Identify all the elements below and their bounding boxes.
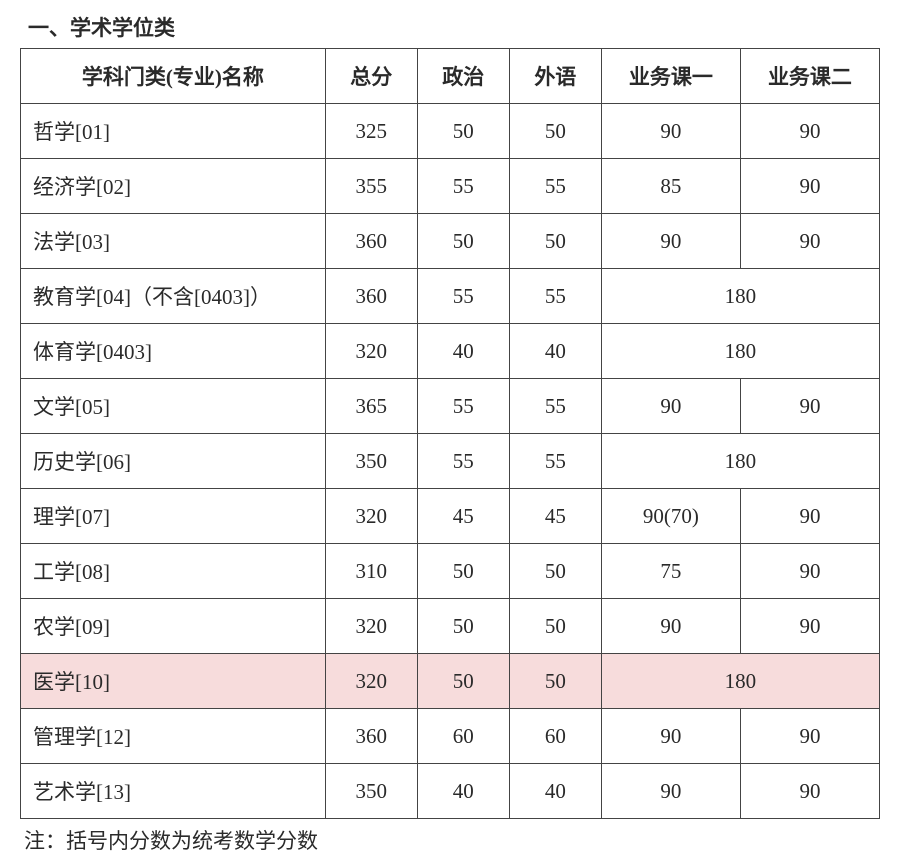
cell-politics: 55	[417, 269, 509, 324]
table-row: 哲学[01]32550509090	[21, 104, 880, 159]
col-header-subj1: 业务课一	[601, 49, 740, 104]
table-body: 哲学[01]32550509090经济学[02]35555558590法学[03…	[21, 104, 880, 819]
cell-total: 350	[325, 764, 417, 819]
table-row: 经济学[02]35555558590	[21, 159, 880, 214]
cell-politics: 55	[417, 434, 509, 489]
cell-total: 350	[325, 434, 417, 489]
cell-name: 医学[10]	[21, 654, 326, 709]
cell-foreign: 50	[509, 599, 601, 654]
table-row: 教育学[04]（不含[0403]）3605555180	[21, 269, 880, 324]
cell-subject1: 90	[601, 599, 740, 654]
table-row: 历史学[06]3505555180	[21, 434, 880, 489]
table-row: 管理学[12]36060609090	[21, 709, 880, 764]
table-header-row: 学科门类(专业)名称 总分 政治 外语 业务课一 业务课二	[21, 49, 880, 104]
cell-foreign: 50	[509, 654, 601, 709]
cell-subject1: 90	[601, 214, 740, 269]
col-header-politics: 政治	[417, 49, 509, 104]
cell-name: 艺术学[13]	[21, 764, 326, 819]
cell-politics: 50	[417, 214, 509, 269]
cell-subject1: 90	[601, 764, 740, 819]
cell-name: 教育学[04]（不含[0403]）	[21, 269, 326, 324]
cell-total: 310	[325, 544, 417, 599]
cell-total: 320	[325, 489, 417, 544]
footnote: 注：括号内分数为统考数学分数	[20, 825, 880, 855]
cell-foreign: 45	[509, 489, 601, 544]
cell-subject2: 90	[740, 764, 879, 819]
cell-foreign: 55	[509, 159, 601, 214]
cell-subject-merged: 180	[601, 434, 879, 489]
cell-name: 农学[09]	[21, 599, 326, 654]
cell-name: 法学[03]	[21, 214, 326, 269]
cell-total: 325	[325, 104, 417, 159]
cell-subject2: 90	[740, 104, 879, 159]
table-row: 理学[07]320454590(70)90	[21, 489, 880, 544]
table-row: 法学[03]36050509090	[21, 214, 880, 269]
score-table: 学科门类(专业)名称 总分 政治 外语 业务课一 业务课二 哲学[01]3255…	[20, 48, 880, 819]
cell-subject1: 90	[601, 709, 740, 764]
cell-politics: 40	[417, 324, 509, 379]
cell-subject-merged: 180	[601, 654, 879, 709]
cell-subject2: 90	[740, 544, 879, 599]
cell-name: 理学[07]	[21, 489, 326, 544]
cell-total: 360	[325, 214, 417, 269]
cell-politics: 40	[417, 764, 509, 819]
cell-subject-merged: 180	[601, 324, 879, 379]
cell-subject2: 90	[740, 489, 879, 544]
cell-foreign: 55	[509, 379, 601, 434]
cell-politics: 50	[417, 104, 509, 159]
cell-name: 管理学[12]	[21, 709, 326, 764]
cell-foreign: 55	[509, 269, 601, 324]
cell-total: 320	[325, 324, 417, 379]
cell-subject2: 90	[740, 599, 879, 654]
cell-name: 工学[08]	[21, 544, 326, 599]
table-row: 艺术学[13]35040409090	[21, 764, 880, 819]
cell-subject1: 75	[601, 544, 740, 599]
cell-politics: 45	[417, 489, 509, 544]
cell-total: 320	[325, 654, 417, 709]
cell-foreign: 40	[509, 324, 601, 379]
col-header-total: 总分	[325, 49, 417, 104]
table-row: 体育学[0403]3204040180	[21, 324, 880, 379]
cell-total: 360	[325, 269, 417, 324]
cell-subject2: 90	[740, 214, 879, 269]
table-row: 文学[05]36555559090	[21, 379, 880, 434]
cell-subject1: 85	[601, 159, 740, 214]
section-title: 一、学术学位类	[20, 12, 880, 42]
cell-politics: 50	[417, 544, 509, 599]
cell-politics: 60	[417, 709, 509, 764]
cell-name: 历史学[06]	[21, 434, 326, 489]
cell-total: 360	[325, 709, 417, 764]
cell-total: 365	[325, 379, 417, 434]
col-header-name: 学科门类(专业)名称	[21, 49, 326, 104]
cell-subject2: 90	[740, 159, 879, 214]
cell-total: 355	[325, 159, 417, 214]
cell-subject1: 90	[601, 379, 740, 434]
table-row: 工学[08]31050507590	[21, 544, 880, 599]
table-row: 医学[10]3205050180	[21, 654, 880, 709]
cell-name: 体育学[0403]	[21, 324, 326, 379]
col-header-foreign: 外语	[509, 49, 601, 104]
cell-subject2: 90	[740, 379, 879, 434]
cell-politics: 50	[417, 654, 509, 709]
cell-politics: 50	[417, 599, 509, 654]
cell-foreign: 50	[509, 104, 601, 159]
cell-foreign: 50	[509, 544, 601, 599]
cell-name: 经济学[02]	[21, 159, 326, 214]
cell-subject1: 90(70)	[601, 489, 740, 544]
cell-foreign: 60	[509, 709, 601, 764]
cell-subject1: 90	[601, 104, 740, 159]
cell-foreign: 50	[509, 214, 601, 269]
cell-name: 文学[05]	[21, 379, 326, 434]
cell-name: 哲学[01]	[21, 104, 326, 159]
cell-politics: 55	[417, 159, 509, 214]
cell-subject-merged: 180	[601, 269, 879, 324]
cell-politics: 55	[417, 379, 509, 434]
table-row: 农学[09]32050509090	[21, 599, 880, 654]
cell-foreign: 55	[509, 434, 601, 489]
cell-foreign: 40	[509, 764, 601, 819]
col-header-subj2: 业务课二	[740, 49, 879, 104]
cell-subject2: 90	[740, 709, 879, 764]
cell-total: 320	[325, 599, 417, 654]
